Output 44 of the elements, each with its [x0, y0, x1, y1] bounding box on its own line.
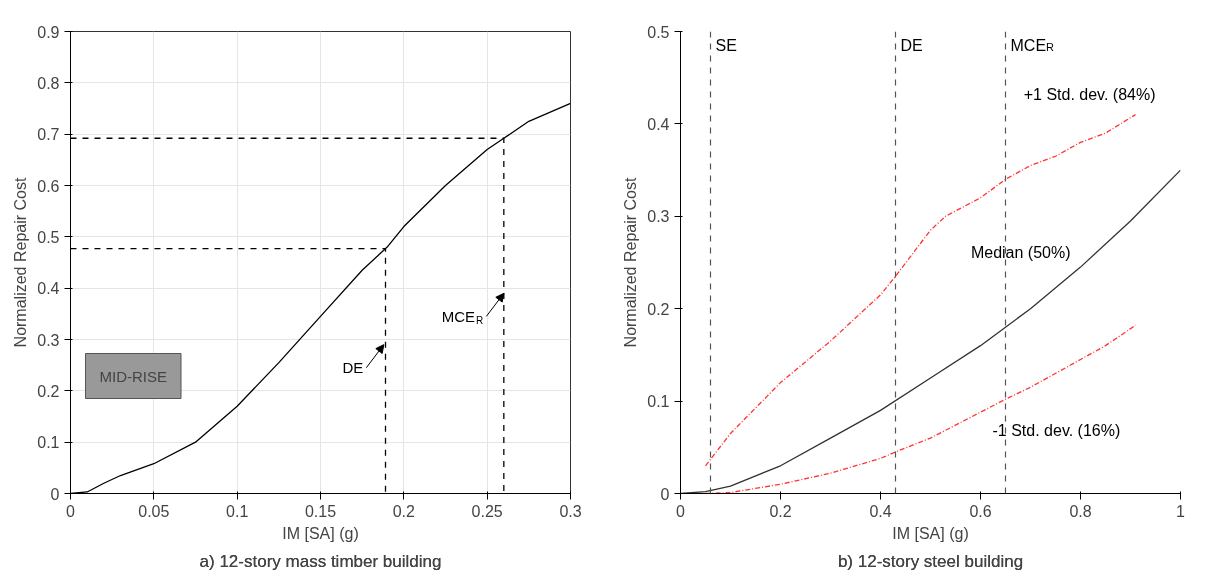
y-axis-title: Normalized Repair Cost	[12, 177, 30, 348]
y-tick-label: 0	[660, 485, 670, 503]
y-tick-label: 0.9	[37, 23, 60, 41]
x-tick-label: 0.4	[869, 502, 892, 520]
y-tick-label: 0.2	[647, 300, 670, 318]
x-tick-label: 0.2	[769, 502, 792, 520]
y-tick-label: 0.1	[647, 393, 670, 411]
x-tick-label: 0	[676, 502, 686, 520]
y-tick-label: 0.5	[37, 228, 60, 246]
y-tick-label: 0.5	[647, 23, 670, 41]
ref-line-label: SE	[715, 36, 737, 54]
line-series	[704, 114, 1137, 467]
x-tick-label: 0.05	[138, 502, 170, 520]
x-tick-label: 0.6	[969, 502, 992, 520]
x-tick-label: 0.1	[226, 502, 249, 520]
ref-line-label: DE	[900, 36, 923, 54]
y-tick-label: 0.6	[37, 177, 60, 195]
x-axis-title: IM [SA] (g)	[282, 524, 359, 542]
y-tick-label: 0.3	[37, 331, 60, 349]
y-tick-label: 0	[50, 485, 60, 503]
text: a) 12-story mass timber building	[199, 551, 442, 571]
annotation: MID-RISE	[99, 367, 167, 385]
y-tick-label: 0.4	[647, 115, 670, 133]
series-label: +1 Std. dev. (84%)	[1023, 85, 1156, 103]
ref-line-label: MCER	[1010, 36, 1055, 54]
x-tick-label: 0.2	[392, 502, 416, 520]
y-tick-label: 0.1	[37, 434, 60, 452]
x-tick-label: 0.25	[471, 502, 503, 520]
y-tick-label: 0.7	[37, 126, 60, 144]
x-tick-label: 0.15	[304, 502, 337, 520]
y-axis-title: Normalized Repair Cost	[622, 177, 640, 348]
y-tick-label: 0.2	[37, 382, 60, 400]
y-tick-label: 0.3	[647, 208, 670, 226]
x-tick-label: 1	[1176, 502, 1186, 520]
x-tick-label: 0.3	[559, 502, 582, 520]
text: b) 12-story steel building	[837, 551, 1024, 571]
y-tick-label: 0.4	[37, 280, 60, 298]
x-tick-label: 0.8	[1069, 502, 1092, 520]
series-label: -1 Std. dev. (16%)	[992, 422, 1121, 440]
x-tick-label: 0	[66, 502, 76, 520]
annotation: DE	[342, 359, 364, 377]
series-label: Median (50%)	[970, 244, 1071, 262]
y-tick-label: 0.8	[37, 74, 60, 92]
x-axis-title: IM [SA] (g)	[892, 524, 969, 542]
